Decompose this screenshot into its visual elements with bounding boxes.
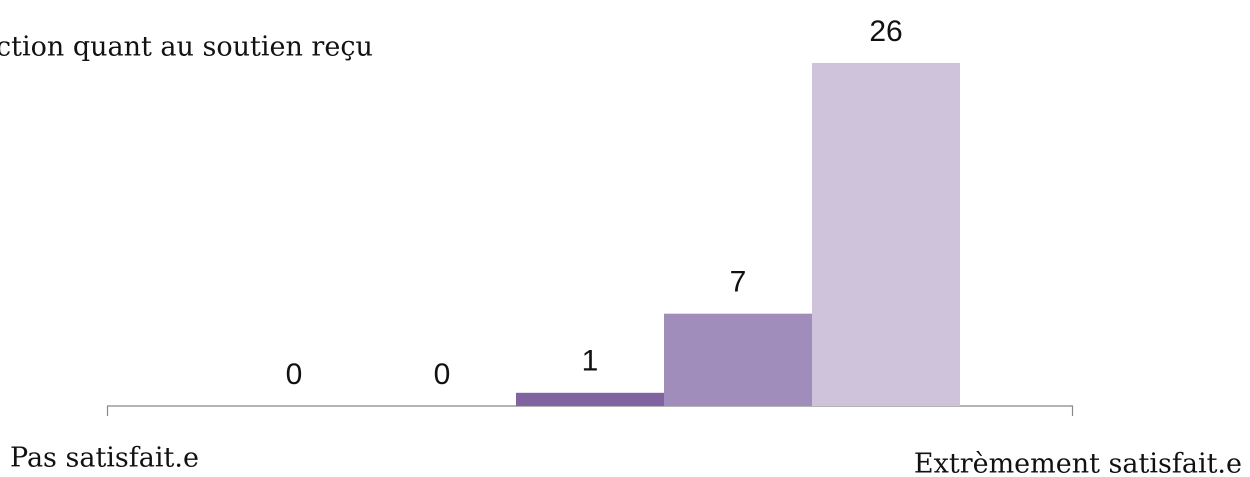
data-label: 7 bbox=[730, 266, 747, 299]
x-tick-label: Extrèmement satisfait.e bbox=[914, 449, 1242, 477]
data-label: 0 bbox=[286, 358, 303, 391]
x-tick-label: Pas satisfait.e bbox=[10, 443, 199, 474]
data-label: 1 bbox=[582, 345, 599, 378]
bar bbox=[664, 313, 812, 406]
bar bbox=[516, 392, 664, 406]
chart-title: ction quant au soutien reçu bbox=[0, 32, 373, 63]
data-label: 26 bbox=[869, 15, 902, 48]
data-label: 0 bbox=[434, 358, 451, 391]
bar bbox=[812, 63, 960, 406]
